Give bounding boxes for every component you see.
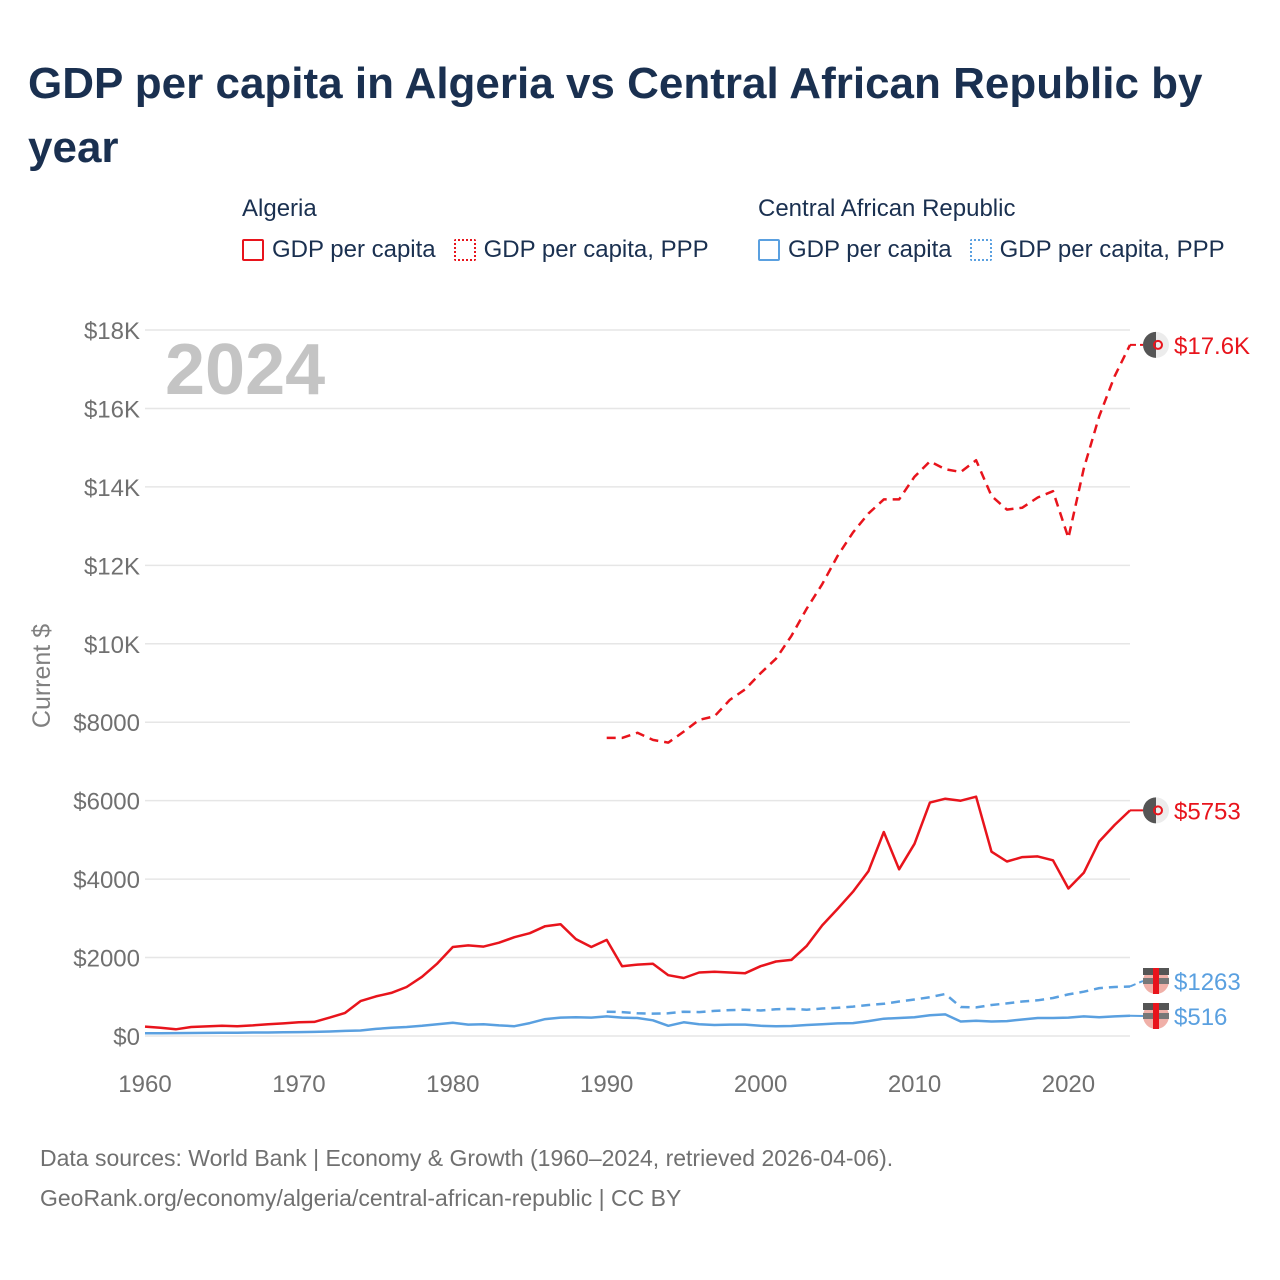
y-tick-label: $12K <box>84 553 140 580</box>
footer-link[interactable]: GeoRank.org/economy/algeria/central-afri… <box>40 1185 682 1211</box>
legend-swatch-solid <box>242 239 264 261</box>
x-tick-label: 1990 <box>580 1071 633 1098</box>
x-tick-label: 1970 <box>272 1071 325 1098</box>
y-tick-label: $14K <box>84 475 140 502</box>
y-tick-label: $2000 <box>73 946 140 973</box>
end-connector <box>1129 980 1144 988</box>
algeria-flag-icon <box>1143 331 1169 358</box>
legend-item-algeria-ppp[interactable]: GDP per capita, PPP <box>453 236 709 264</box>
legend-label: GDP per capita, PPP <box>999 236 1225 263</box>
footer: Data sources: World Bank | Economy & Gro… <box>40 1138 893 1218</box>
legend-label: GDP per capita <box>272 236 436 263</box>
car-flag-icon <box>1143 968 1169 994</box>
legend-item-algeria-gdp[interactable]: GDP per capita <box>242 236 436 264</box>
legend-label: GDP per capita <box>788 236 952 263</box>
algeria-flag-icon <box>1143 797 1169 824</box>
y-tick-label: $18K <box>84 318 140 345</box>
y-tick-label: $16K <box>84 396 140 423</box>
legend-swatch-dotted <box>969 239 992 261</box>
y-tick-label: $0 <box>113 1024 140 1051</box>
legend-swatch-dotted <box>453 239 476 261</box>
legend-group-car: Central African Republic GDP per capita … <box>758 194 1243 264</box>
y-axis-label: Current $ <box>28 624 56 728</box>
legend-group-algeria: Algeria GDP per capita GDP per capita, P… <box>242 194 727 264</box>
x-tick-label: 2020 <box>1042 1071 1095 1098</box>
legend-item-car-ppp[interactable]: GDP per capita, PPP <box>969 236 1225 264</box>
legend-group-title: Algeria <box>242 195 317 222</box>
series-line-3 <box>606 985 1131 1015</box>
footer-sources: Data sources: World Bank | Economy & Gro… <box>40 1145 894 1171</box>
y-tick-label: $8000 <box>73 710 140 737</box>
series-end-label: $17.6K <box>1174 333 1250 360</box>
series-end-label: $5753 <box>1174 798 1241 825</box>
x-tick-label: 1960 <box>118 1071 171 1098</box>
series-line-0 <box>144 795 1131 1031</box>
car-flag-icon <box>1143 1003 1169 1029</box>
y-tick-label: $6000 <box>73 789 140 816</box>
legend-swatch-solid <box>758 239 780 261</box>
legend-group-title: Central African Republic <box>758 195 1016 222</box>
x-tick-label: 1980 <box>426 1071 479 1098</box>
year-overlay: 2024 <box>165 330 325 410</box>
series-line-2 <box>144 1013 1131 1035</box>
series-line-1 <box>606 344 1132 744</box>
legend-item-car-gdp[interactable]: GDP per capita <box>758 236 952 264</box>
y-tick-label: $4000 <box>73 867 140 894</box>
x-tick-label: 2000 <box>734 1071 787 1098</box>
chart-title: GDP per capita in Algeria vs Central Afr… <box>28 59 1203 172</box>
legend-label: GDP per capita, PPP <box>483 236 709 263</box>
x-tick-label: 2010 <box>888 1071 941 1098</box>
y-tick-label: $10K <box>84 632 140 659</box>
series-end-label: $1263 <box>1174 969 1241 996</box>
series-end-label: $516 <box>1174 1004 1227 1031</box>
